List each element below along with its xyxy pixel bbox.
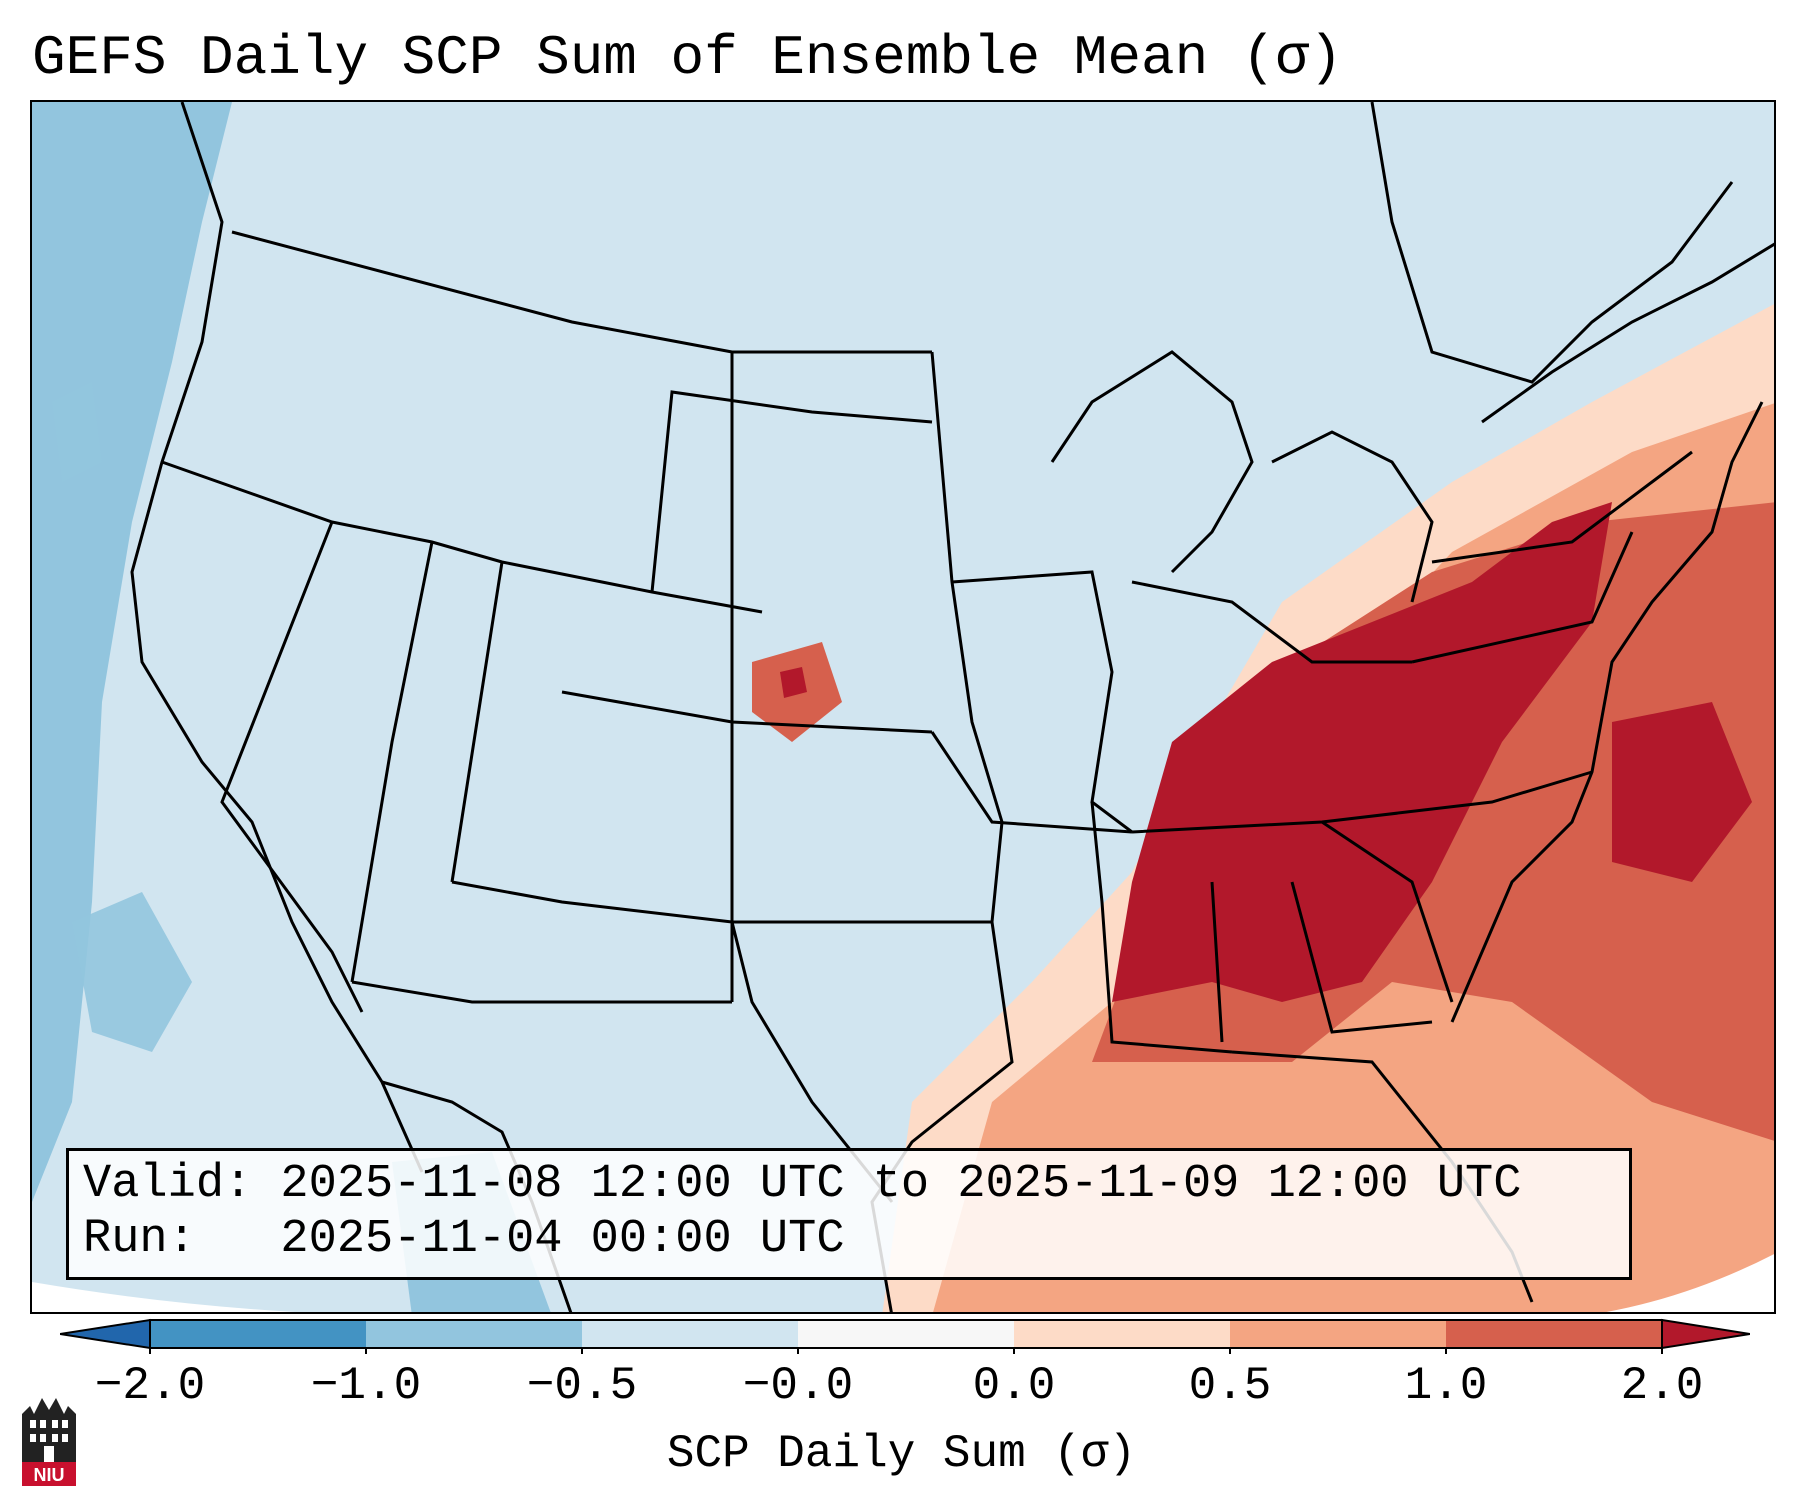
map-canvas bbox=[32, 102, 1774, 1312]
colorbar-tick-label: 0.0 bbox=[972, 1360, 1056, 1412]
niu-logo: NIU bbox=[22, 1398, 76, 1486]
colorbar-segment-2 bbox=[366, 1320, 582, 1348]
colorbar-tick-label: −1.0 bbox=[310, 1360, 422, 1412]
colorbar-extend-low bbox=[60, 1318, 151, 1350]
colorbar-segment-6 bbox=[1230, 1320, 1446, 1348]
map-title: GEFS Daily SCP Sum of Ensemble Mean (σ) bbox=[32, 26, 1343, 90]
colorbar-segment-3 bbox=[582, 1320, 798, 1348]
colorbar-ticks bbox=[149, 1348, 1663, 1354]
run-time-text: Run: 2025-11-04 00:00 UTC bbox=[83, 1213, 845, 1266]
colorbar-tick-label: −2.0 bbox=[94, 1360, 206, 1412]
logo-text: NIU bbox=[34, 1465, 65, 1485]
colorbar-label: SCP Daily Sum (σ) bbox=[666, 1428, 1137, 1480]
colorbar-tick-label: 1.0 bbox=[1404, 1360, 1488, 1412]
validity-info-box: Valid: 2025-11-08 12:00 UTC to 2025-11-0… bbox=[66, 1148, 1632, 1280]
valid-time-text: Valid: 2025-11-08 12:00 UTC to 2025-11-0… bbox=[83, 1158, 1522, 1211]
colorbar-tick-label: −0.0 bbox=[742, 1360, 854, 1412]
kansas-core-patch bbox=[780, 667, 807, 698]
state-boundaries bbox=[130, 102, 1774, 1312]
colorbar-tick-label: 0.5 bbox=[1188, 1360, 1272, 1412]
colorbar-tick-label: −0.5 bbox=[526, 1360, 638, 1412]
colorbar-extend-high bbox=[1661, 1318, 1750, 1350]
projection-edge bbox=[32, 1282, 296, 1312]
colorbar-segment-1 bbox=[150, 1320, 366, 1348]
atlantic-strong-patch bbox=[1612, 702, 1752, 882]
strongest-positive-region bbox=[1112, 502, 1612, 1002]
pacific-strong-negative-patches bbox=[52, 382, 192, 1052]
colorbar-outline bbox=[149, 1319, 1663, 1349]
colorbar bbox=[60, 1318, 1750, 1354]
colorbar-segment-5 bbox=[1014, 1320, 1230, 1348]
map-panel[interactable] bbox=[30, 100, 1776, 1314]
colorbar-tick-label: 2.0 bbox=[1620, 1360, 1704, 1412]
colorbar-segment-4 bbox=[798, 1320, 1014, 1348]
colorbar-segment-7 bbox=[1446, 1320, 1662, 1348]
projection-edge-right bbox=[1606, 1254, 1774, 1312]
